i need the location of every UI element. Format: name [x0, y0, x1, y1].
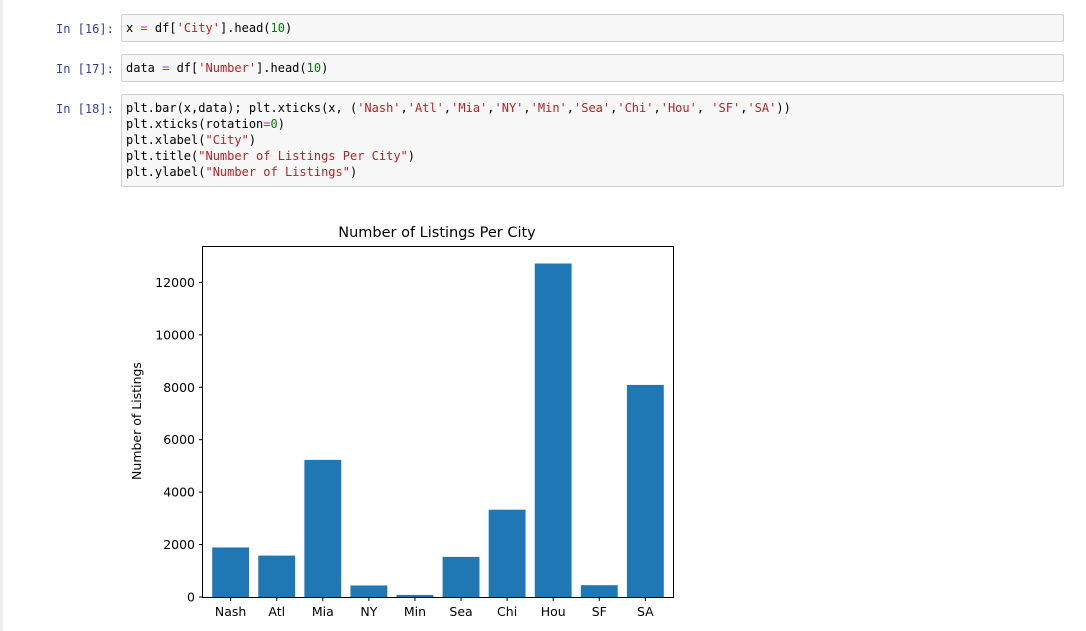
code-token: plt.title( [126, 149, 199, 163]
cell-17-code[interactable]: data = df['Number'].head(10) [126, 60, 328, 76]
code-token: 'Atl' [407, 101, 444, 115]
code-token: , [696, 101, 712, 115]
code-token: 'Nash' [357, 101, 401, 115]
code-token: 'NY' [494, 101, 524, 115]
code-line: plt.xlabel("City") [126, 132, 791, 148]
code-token: ) [277, 117, 285, 131]
cell-18-input[interactable]: plt.bar(x,data); plt.xticks(x, ('Nash','… [121, 94, 1064, 187]
code-token: 10 [270, 21, 285, 35]
y-tick-label: 4000 [163, 485, 195, 500]
code-line: plt.bar(x,data); plt.xticks(x, ('Nash','… [126, 100, 791, 116]
code-line: plt.xticks(rotation=0) [126, 116, 791, 132]
code-token: ) [284, 21, 293, 35]
y-tick-label: 8000 [163, 380, 195, 395]
code-token: , [523, 101, 531, 115]
y-tick-label: 6000 [163, 432, 195, 447]
code-token: 'SA' [747, 101, 777, 115]
bar-mia [304, 459, 342, 597]
code-token: , [487, 101, 495, 115]
code-token: 'Number' [198, 61, 257, 75]
code-token: ].head( [219, 21, 271, 35]
bars-group [212, 263, 664, 597]
y-tick-label: 2000 [163, 537, 195, 552]
y-tick-label: 0 [187, 590, 195, 605]
code-token: = [140, 21, 148, 35]
code-token: 'Hou' [660, 101, 697, 115]
code-line: data = df['Number'].head(10) [126, 60, 328, 76]
x-tick-label: Atl [268, 604, 285, 619]
code-token: x [126, 21, 141, 35]
x-tick-label: NY [360, 604, 377, 619]
code-token: , [443, 101, 452, 115]
code-token: ) [407, 149, 415, 163]
plot-frame [202, 246, 674, 598]
code-token: 'SF' [711, 101, 741, 115]
bar-sa [626, 384, 664, 597]
y-axis-label: Number of Listings [129, 362, 144, 480]
code-token: ) [321, 61, 329, 75]
cell-17-prompt: In [17]: [56, 62, 114, 76]
cell-16-input[interactable]: x = df['City'].head(10) [121, 14, 1064, 42]
bar-chart: Number of Listings Per City Number of Li… [129, 225, 674, 619]
code-token: data [126, 61, 163, 75]
x-tick-label: Mia [312, 604, 334, 619]
bar-sea [442, 556, 480, 597]
cell-16-prompt: In [16]: [56, 22, 114, 36]
code-token: = [162, 61, 170, 75]
bar-hou [534, 263, 572, 597]
code-token: ].head( [256, 61, 307, 75]
x-tick-label: Nash [215, 604, 246, 619]
code-token: plt.xlabel( [126, 133, 206, 147]
code-token: plt.ylabel( [126, 165, 206, 179]
y-tick-label: 12000 [155, 275, 195, 290]
y-ticks-group: 0 2000 4000 6000 8000 10000 12000 [155, 275, 203, 605]
code-token: 'City' [176, 21, 220, 35]
code-token: "Number of Listings" [205, 165, 350, 179]
code-token: , [653, 101, 661, 115]
x-tick-label: SA [637, 604, 654, 619]
code-token: , [740, 101, 748, 115]
code-token: ) [248, 133, 257, 147]
cell-17-input[interactable]: data = df['Number'].head(10) [121, 54, 1064, 82]
code-line: plt.title("Number of Listings Per City") [126, 148, 791, 164]
x-tick-label: SF [592, 604, 607, 619]
cell-18-prompt: In [18]: [56, 102, 114, 116]
bar-min [396, 594, 434, 597]
code-token: 'Mia' [451, 101, 488, 115]
code-token: 'Sea' [574, 101, 611, 115]
bar-sf [580, 585, 618, 597]
cell-16-code[interactable]: x = df['City'].head(10) [126, 20, 292, 36]
code-token: = [263, 117, 271, 131]
code-token: plt.xticks(rotation [126, 117, 264, 131]
code-line: plt.ylabel("Number of Listings") [126, 164, 791, 180]
code-token: "Number of Listings Per City" [198, 149, 408, 163]
y-tick-label: 10000 [155, 327, 195, 342]
code-token: 'Chi' [617, 101, 654, 115]
x-tick-label: Min [404, 604, 426, 619]
code-token: ) [349, 165, 358, 179]
code-token: , [610, 101, 618, 115]
code-token: 10 [306, 61, 322, 75]
code-token: , [566, 101, 574, 115]
x-tick-label: Hou [541, 604, 566, 619]
bar-ny [350, 585, 388, 597]
cell-18-code[interactable]: plt.bar(x,data); plt.xticks(x, ('Nash','… [126, 100, 791, 180]
code-token: , [400, 101, 408, 115]
bar-nash [212, 547, 250, 597]
code-token: 0 [270, 117, 278, 131]
code-token: df[ [169, 61, 199, 75]
bar-chi [488, 509, 526, 597]
code-line: x = df['City'].head(10) [126, 20, 292, 36]
chart-title: Number of Listings Per City [338, 225, 536, 241]
x-ticks-group: Nash Atl Mia NY Min Sea Chi Hou SF SA [215, 597, 654, 619]
notebook-left-rule [0, 0, 3, 631]
x-tick-label: Chi [497, 604, 517, 619]
code-token: "City" [205, 133, 249, 147]
code-token: plt.bar(x,data); plt.xticks(x, ( [126, 101, 358, 115]
x-tick-label: Sea [449, 604, 472, 619]
bar-atl [258, 555, 296, 597]
code-token: )) [776, 101, 791, 115]
code-token: df[ [147, 21, 177, 35]
code-token: 'Min' [530, 101, 567, 115]
